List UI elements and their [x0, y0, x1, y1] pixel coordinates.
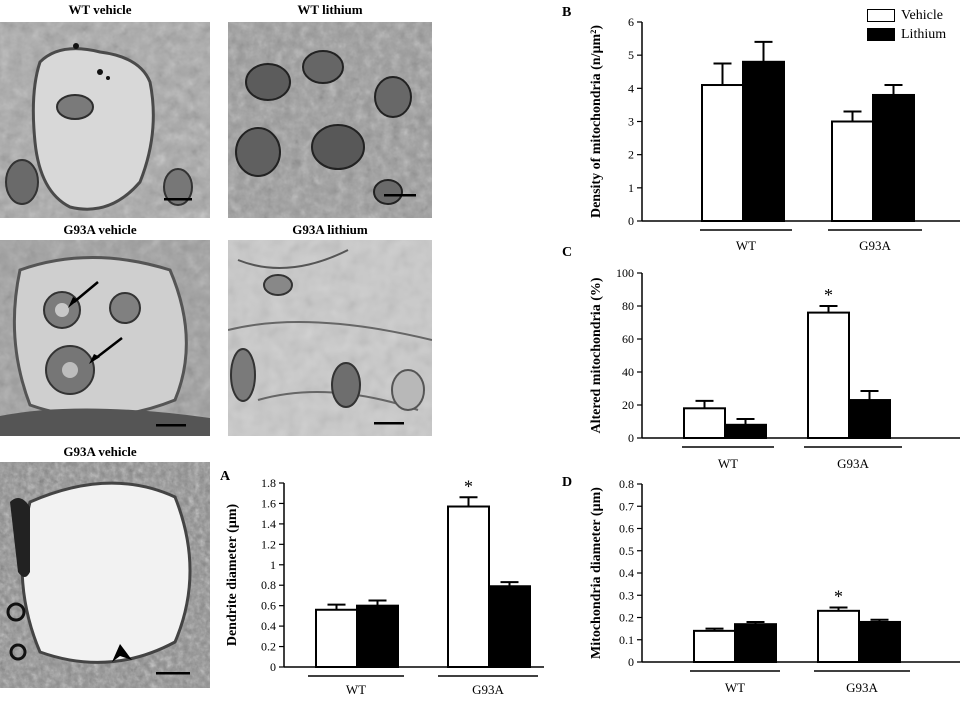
- y-tick-label: 0: [628, 655, 634, 669]
- bar-wt-vehicle: [683, 407, 726, 440]
- micrograph-wt-lithium: [228, 22, 432, 218]
- bar-wt-vehicle: [701, 84, 744, 223]
- micrograph-g93a-vehicle: [0, 240, 210, 436]
- y-tick-label: 0.2: [619, 611, 634, 625]
- y-tick-label: 40: [622, 365, 634, 379]
- micrograph-title-g93a-vehicle-low-mag: G93A vehicle: [63, 444, 137, 459]
- chart-svg: C Altered mitochondria (%) 0 20 40 60 80 100 WT G…: [562, 245, 960, 471]
- chart-altered-mitochondria: C Altered mitochondria (%) 0 20 40 60 80 100 WT G…: [560, 244, 964, 478]
- y-tick-label: 0.7: [619, 499, 634, 513]
- bar-g93a-lithium: [872, 93, 915, 222]
- bar-g93a-lithium: [848, 399, 891, 440]
- y-tick-label: 2: [628, 148, 634, 162]
- legend-swatch-vehicle: [867, 9, 895, 22]
- x-group-label: WT: [346, 682, 366, 697]
- bar-wt-vehicle: [315, 608, 358, 668]
- y-tick-label: 20: [622, 398, 634, 412]
- legend-swatch-lithium: [867, 28, 895, 41]
- micrograph-title-wt-lithium: WT lithium: [297, 2, 363, 17]
- y-tick-label: 0: [628, 431, 634, 445]
- y-tick-label: 1: [270, 558, 276, 572]
- y-tick-label: 60: [622, 332, 634, 346]
- y-tick-label: 80: [622, 299, 634, 313]
- legend-item-lithium: Lithium: [867, 25, 946, 44]
- bar-wt-lithium: [356, 604, 399, 669]
- bar-g93a-vehicle: [447, 505, 490, 669]
- y-tick-label: 0: [628, 214, 634, 228]
- chart-svg: D Mitochondria diameter (µm) 0 0.1 0.2 0.3 0.4…: [562, 475, 960, 695]
- y-axis-label: Mitochondria diameter (µm): [589, 487, 604, 659]
- x-group-label: WT: [725, 680, 745, 695]
- y-tick-label: 0.6: [619, 522, 634, 536]
- micrograph-title-g93a-vehicle: G93A vehicle: [63, 222, 137, 237]
- bar-g93a-lithium: [488, 585, 531, 668]
- y-tick-label: 100: [616, 266, 634, 280]
- y-tick-label: 0.5: [619, 544, 634, 558]
- bar-g93a-vehicle: [817, 609, 860, 663]
- y-tick-label: 0.8: [619, 477, 634, 491]
- y-tick-label: 1.8: [261, 476, 276, 490]
- y-tick-label: 0.2: [261, 640, 276, 654]
- micrograph-title-wt-vehicle: WT vehicle: [68, 2, 132, 17]
- legend-label-vehicle: Vehicle: [901, 7, 943, 23]
- panel-letter: A: [220, 469, 231, 484]
- significance-marker: *: [464, 476, 473, 496]
- micrograph-wt-vehicle: [0, 22, 210, 218]
- y-tick-label: 0.8: [261, 578, 276, 592]
- y-tick-label: 5: [628, 48, 634, 62]
- y-tick-label: 1: [628, 181, 634, 195]
- chart-dendrite-diameter: A Dendrite diameter (µm) 0 0.2 0.4 0.6 0.8 1 1.2…: [218, 468, 548, 704]
- y-tick-label: 1.2: [261, 537, 276, 551]
- x-group-label: G93A: [859, 238, 891, 253]
- y-tick-label: 0.4: [619, 566, 634, 580]
- legend-label-lithium: Lithium: [901, 26, 947, 42]
- micrograph-title-g93a-lithium: G93A lithium: [292, 222, 368, 237]
- micrograph-g93a-vehicle-low-mag: [0, 462, 210, 688]
- y-tick-label: 0.3: [619, 588, 634, 602]
- chart-svg: B Density of mitochondria (n/µm²) 0 1 2 3 4 5 6 W…: [562, 5, 960, 253]
- y-tick-label: 4: [628, 81, 634, 95]
- chart-svg: A Dendrite diameter (µm) 0 0.2 0.4 0.6 0.8 1 1.2…: [220, 469, 544, 697]
- y-tick-label: 0.1: [619, 633, 634, 647]
- x-group-label: G93A: [846, 680, 878, 695]
- y-tick-label: 6: [628, 15, 634, 29]
- bar-g93a-lithium: [858, 620, 901, 663]
- chart-mitochondria-diameter: D Mitochondria diameter (µm) 0 0.1 0.2 0.3 0.4…: [560, 462, 964, 704]
- micrograph-g93a-lithium: [228, 240, 432, 436]
- panel-letter: C: [562, 245, 572, 260]
- bar-g93a-vehicle: [831, 120, 874, 222]
- y-axis-label: Density of mitochondria (n/µm²): [589, 25, 604, 218]
- y-tick-label: 0.4: [261, 619, 276, 633]
- panel-letter: B: [562, 5, 571, 20]
- significance-marker: *: [824, 285, 833, 305]
- x-group-label: G93A: [837, 456, 869, 471]
- y-axis-label: Dendrite diameter (µm): [225, 504, 240, 647]
- x-group-label: WT: [718, 456, 738, 471]
- significance-marker: *: [834, 586, 843, 606]
- y-tick-label: 3: [628, 115, 634, 129]
- bar-wt-lithium: [742, 60, 785, 222]
- bar-g93a-vehicle: [807, 311, 850, 439]
- y-tick-label: 1.6: [261, 496, 276, 510]
- x-group-label: WT: [736, 238, 756, 253]
- bar-wt-lithium: [724, 423, 767, 440]
- legend: Vehicle Lithium: [867, 6, 946, 44]
- chart-mitochondria-density: B Density of mitochondria (n/µm²) 0 1 2 3 4 5 6 W…: [560, 2, 964, 258]
- panel-letter: D: [562, 475, 572, 490]
- y-tick-label: 0: [270, 660, 276, 674]
- legend-item-vehicle: Vehicle: [867, 6, 946, 25]
- x-group-label: G93A: [472, 682, 504, 697]
- y-tick-label: 1.4: [261, 517, 276, 531]
- y-axis-label: Altered mitochondria (%): [589, 277, 604, 433]
- y-tick-label: 0.6: [261, 599, 276, 613]
- bar-wt-lithium: [734, 623, 777, 664]
- bar-wt-vehicle: [693, 629, 736, 664]
